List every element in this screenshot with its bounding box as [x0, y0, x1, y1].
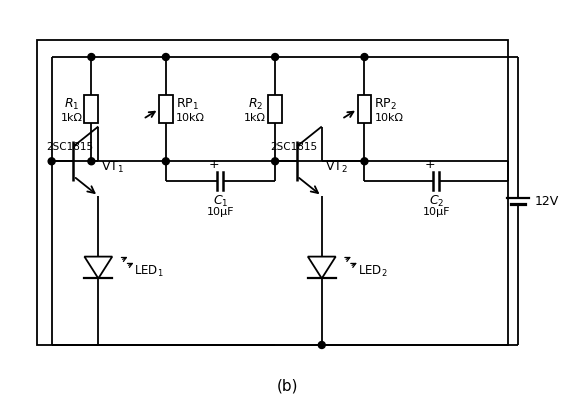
Text: 1kΩ: 1kΩ: [60, 113, 82, 123]
Circle shape: [162, 55, 169, 61]
Circle shape: [361, 158, 368, 165]
Text: +: +: [424, 158, 435, 171]
Circle shape: [319, 342, 325, 348]
Circle shape: [272, 55, 279, 61]
Text: $C_2$: $C_2$: [429, 194, 444, 209]
Circle shape: [88, 158, 95, 165]
Text: 10kΩ: 10kΩ: [374, 113, 403, 123]
Bar: [268, 96, 282, 124]
Bar: [358, 96, 372, 124]
Text: 10μF: 10μF: [207, 207, 234, 217]
Circle shape: [162, 158, 169, 165]
Text: RP$_2$: RP$_2$: [374, 96, 397, 111]
Text: $R_2$: $R_2$: [248, 96, 263, 111]
Text: (b): (b): [277, 377, 299, 392]
Text: 10μF: 10μF: [423, 207, 450, 217]
Text: $R_1$: $R_1$: [64, 96, 79, 111]
Text: RP$_1$: RP$_1$: [176, 96, 199, 111]
Circle shape: [361, 55, 368, 61]
Text: LED$_2$: LED$_2$: [358, 263, 387, 278]
Text: 10kΩ: 10kΩ: [176, 113, 205, 123]
Circle shape: [272, 158, 279, 165]
Text: 2SC1815: 2SC1815: [270, 142, 317, 152]
Text: 12V: 12V: [535, 195, 559, 208]
Text: 2SC1815: 2SC1815: [47, 142, 94, 152]
Text: $C_1$: $C_1$: [213, 194, 228, 209]
Text: 1kΩ: 1kΩ: [244, 113, 266, 123]
Text: LED$_1$: LED$_1$: [134, 263, 164, 278]
Text: VT$_2$: VT$_2$: [325, 159, 348, 174]
Text: VT$_1$: VT$_1$: [101, 159, 124, 174]
Text: +: +: [208, 158, 219, 171]
Bar: [37, 41, 509, 345]
Circle shape: [48, 158, 55, 165]
Circle shape: [88, 55, 95, 61]
Bar: [85, 96, 98, 124]
Bar: [159, 96, 173, 124]
